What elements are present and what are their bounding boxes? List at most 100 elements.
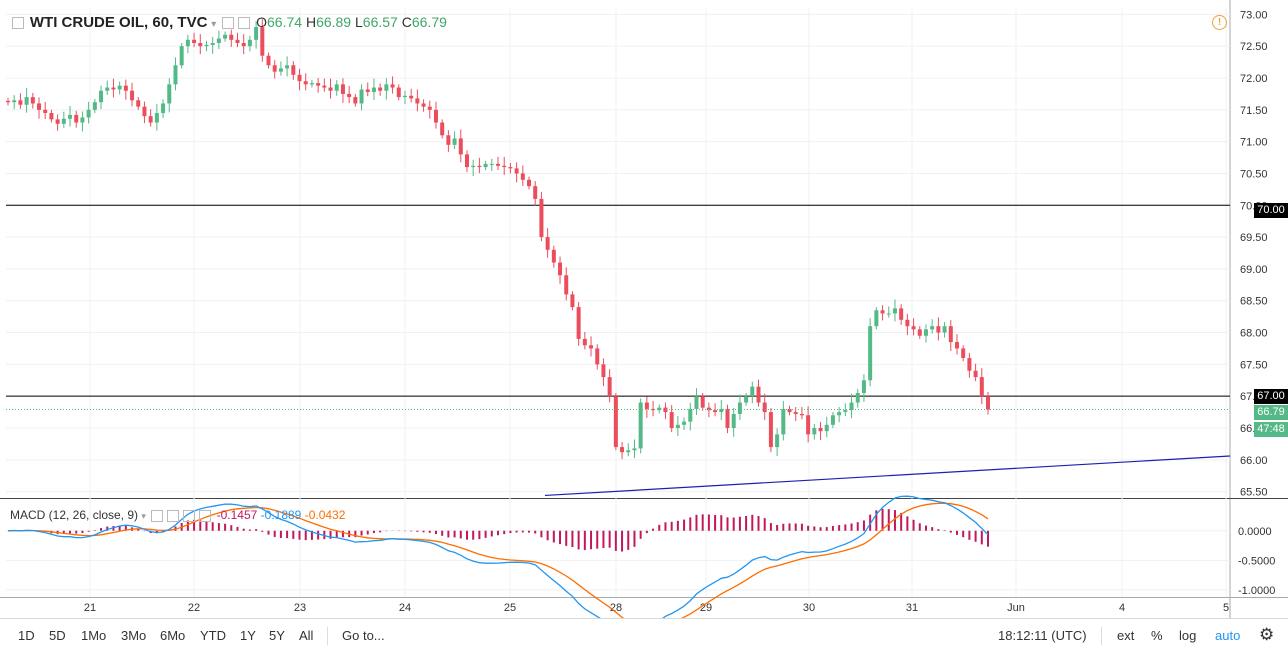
candle-body [620, 447, 625, 453]
candle-body [806, 415, 811, 435]
candle-body [731, 414, 736, 428]
candle-body [502, 165, 507, 168]
candle-body [37, 103, 42, 110]
macd-tick-label: -0.5000 [1238, 555, 1275, 567]
clock-time[interactable]: 18:12:11 (UTC) [998, 628, 1087, 643]
symbol-title[interactable]: WTI CRUDE OIL, 60, TVC [29, 14, 208, 31]
candle-body [378, 87, 383, 91]
last-price-badge: 66.79 [1254, 405, 1288, 420]
collapse-icon[interactable] [12, 17, 24, 30]
candle-body [886, 313, 891, 315]
candle-body [111, 87, 116, 90]
candle-body [322, 85, 327, 88]
candle-body [192, 39, 197, 43]
alert-icon[interactable]: ! [1212, 15, 1227, 30]
eye-icon[interactable] [151, 509, 164, 522]
dropdown-icon[interactable]: ▾ [211, 19, 217, 30]
candle-body [899, 308, 904, 320]
candle-body [371, 87, 376, 92]
range-1mo[interactable]: 1Mo [81, 628, 107, 643]
gear-icon[interactable] [167, 509, 180, 522]
candle-body [855, 393, 860, 403]
range-1y[interactable]: 1Y [240, 628, 256, 643]
close-value: 66.79 [411, 14, 447, 30]
dropdown-icon[interactable]: ▾ [141, 511, 146, 521]
range-ytd[interactable]: YTD [200, 628, 226, 643]
close-icon[interactable] [183, 509, 196, 522]
candle-body [843, 410, 848, 413]
candle-body [136, 100, 141, 107]
candle-body [651, 408, 656, 411]
auto-toggle[interactable]: auto [1215, 628, 1241, 643]
candle-body [508, 167, 513, 169]
candle-body [911, 326, 916, 330]
candle-body [781, 408, 786, 435]
chart-canvas[interactable]: 73.00 72.50 72.00 71.50 71.00 70.50 70.00 69.50… [0, 0, 1288, 618]
time-tick-label: 24 [399, 602, 411, 614]
candle-body [49, 113, 54, 120]
candle-body [266, 55, 271, 66]
candle-body [675, 424, 680, 428]
ext-toggle[interactable]: ext [1117, 628, 1135, 643]
candle-body [92, 102, 97, 110]
log-toggle[interactable]: log [1179, 628, 1197, 643]
price-tick-label: 71.50 [1240, 105, 1268, 117]
candle-body [570, 294, 575, 308]
macd-tick-label: -1.0000 [1238, 585, 1275, 597]
price-tick-label: 71.00 [1240, 137, 1268, 149]
candle-body [812, 428, 817, 435]
price-tick-label: 67.50 [1240, 359, 1268, 371]
candle-body [669, 412, 674, 428]
candle-body [756, 386, 761, 403]
eye-icon[interactable] [222, 17, 235, 30]
candle-body [334, 84, 339, 91]
candle-body [589, 345, 594, 349]
macd-line [7, 495, 989, 618]
candle-body [415, 98, 420, 104]
price-tick-label: 65.50 [1240, 487, 1268, 499]
range-5d[interactable]: 5D [49, 628, 66, 643]
level-67-badge: 67.00 [1254, 389, 1288, 404]
candle-body [440, 122, 445, 136]
range-6mo[interactable]: 6Mo [160, 628, 186, 643]
macd-title[interactable]: MACD (12, 26, close, 9) [10, 508, 139, 522]
candle-body [483, 163, 488, 168]
range-all[interactable]: All [299, 628, 314, 643]
chart-legend: WTI CRUDE OIL, 60, TVC ▾ O66.74 H66.89 L… [10, 14, 447, 31]
candle-body [142, 106, 147, 117]
candle-body [161, 103, 166, 113]
gear-icon[interactable] [238, 17, 251, 30]
candle-body [799, 414, 804, 416]
candle-body [260, 27, 265, 56]
range-3mo[interactable]: 3Mo [121, 628, 147, 643]
goto-button[interactable]: Go to... [342, 628, 385, 643]
candle-body [880, 310, 885, 314]
candle-body [725, 408, 730, 428]
candle-body [68, 114, 73, 119]
range-1d[interactable]: 1D [18, 628, 35, 643]
candle-body [601, 364, 606, 378]
divider [327, 627, 328, 645]
candle-body [861, 380, 866, 393]
candle-body [347, 93, 352, 98]
candle-body [43, 109, 48, 113]
candle-body [744, 396, 749, 403]
candle-body [824, 424, 829, 432]
candle-body [309, 83, 314, 85]
candle-body [148, 116, 153, 123]
candle-body [700, 396, 705, 408]
candle-body [582, 338, 587, 346]
candle-body [750, 386, 755, 397]
percent-toggle[interactable]: % [1151, 628, 1163, 643]
candle-body [973, 370, 978, 378]
candle-body [179, 46, 184, 66]
candle-body [837, 412, 842, 416]
price-tick-label: 70.50 [1240, 168, 1268, 180]
range-5y[interactable]: 5Y [269, 628, 285, 643]
candle-body [390, 84, 395, 88]
candle-body [433, 109, 438, 123]
gear-icon[interactable]: ⚙ [1259, 625, 1275, 644]
time-tick-label: 21 [84, 602, 96, 614]
candle-body [452, 138, 457, 145]
more-icon[interactable] [199, 509, 212, 522]
